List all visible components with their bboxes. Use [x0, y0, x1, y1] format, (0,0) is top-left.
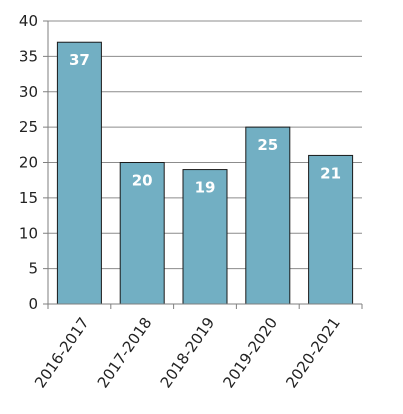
- y-tick-label: 5: [28, 260, 38, 278]
- bar-2017-2018: [119, 162, 165, 305]
- bar-2019-2020: [245, 126, 291, 305]
- y-tick-label: 40: [19, 12, 38, 30]
- y-tick-label: 25: [19, 118, 38, 136]
- y-tick-label: 0: [28, 295, 38, 313]
- x-tick-label: 2017-2018: [94, 314, 156, 391]
- x-tick-label: 2019-2020: [219, 314, 281, 391]
- axes: [43, 20, 363, 309]
- y-tick-label: 35: [19, 47, 38, 65]
- y-tick-label: 10: [19, 224, 38, 242]
- data-label: 19: [195, 179, 216, 197]
- y-tick-label: 30: [19, 83, 38, 101]
- bars: [56, 41, 354, 305]
- data-label: 21: [320, 164, 341, 182]
- x-tick-label: 2018-2019: [157, 314, 219, 391]
- bar-2016-2017: [56, 41, 102, 305]
- data-label: 20: [132, 172, 153, 190]
- data-label: 37: [69, 51, 90, 69]
- bar-2020-2021: [308, 154, 354, 305]
- x-tick-label: 2016-2017: [31, 314, 93, 391]
- y-tick-label: 15: [19, 189, 38, 207]
- y-tick-label: 20: [19, 154, 38, 172]
- x-tick-label: 2020-2021: [282, 314, 344, 391]
- data-label: 25: [257, 136, 278, 154]
- bar-2018-2019: [182, 169, 228, 305]
